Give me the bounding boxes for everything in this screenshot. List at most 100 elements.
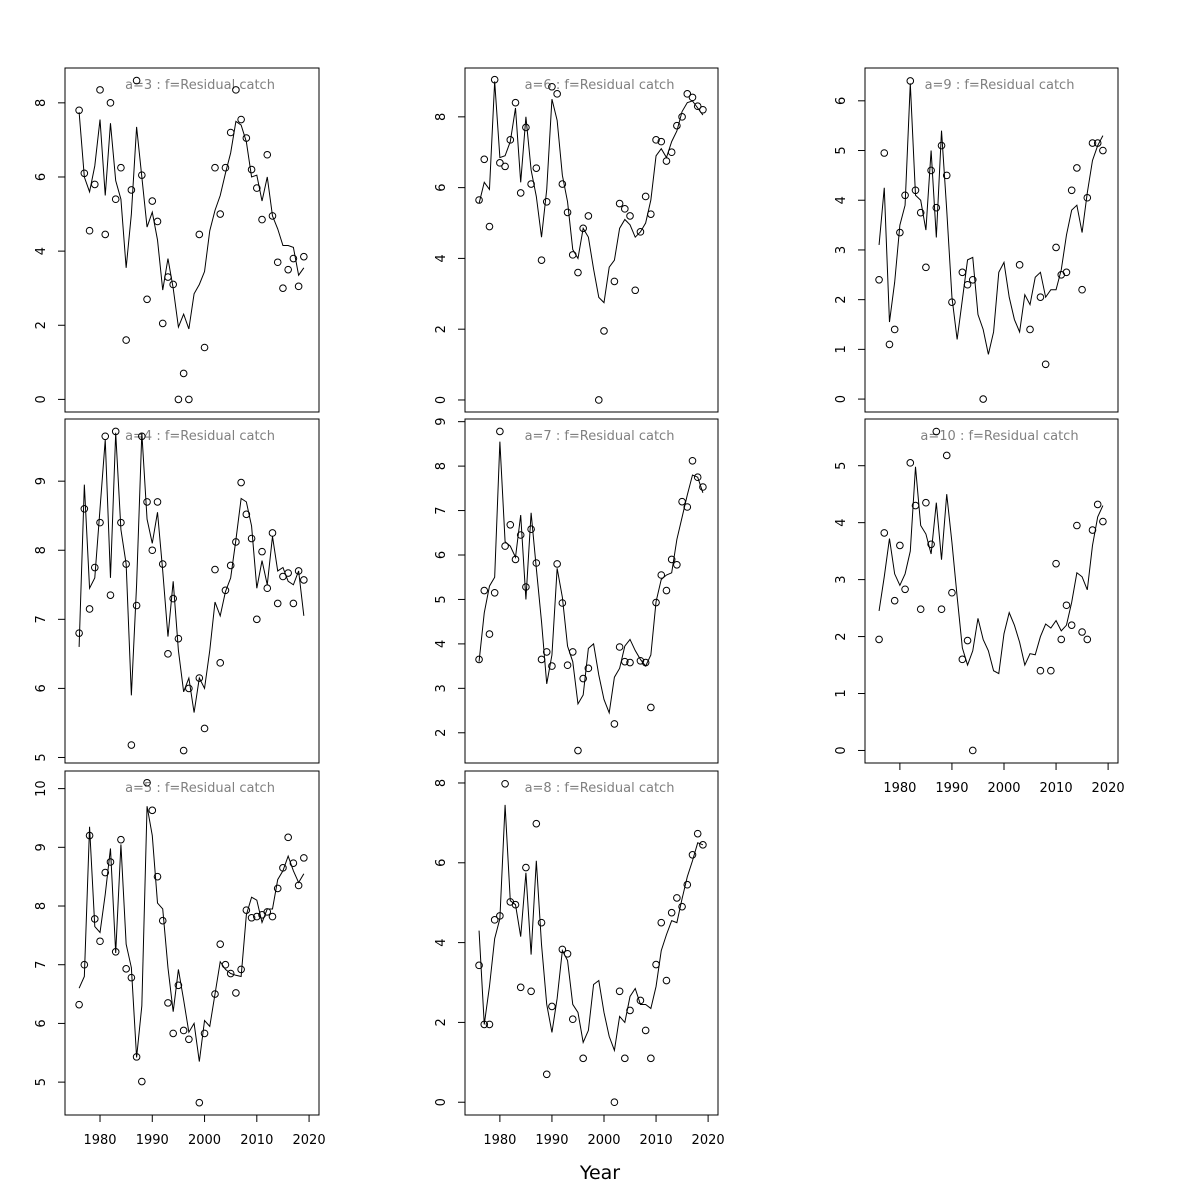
data-point [610,1098,619,1107]
plot-frame [464,418,719,764]
data-point [1067,621,1076,629]
panel: a=6 : f=Residual catch 0 2 4 6 8 [434,67,719,413]
panel-title: a=3 : f=Residual catch [125,78,275,93]
data-point [594,396,603,404]
data-point [516,189,525,197]
y-tick-label: 1 [834,689,849,697]
data-point [289,599,298,608]
data-point [242,510,251,519]
plot-frame [64,418,320,764]
data-point [506,136,515,144]
data-point [532,164,541,172]
data-point [527,525,535,534]
data-point [122,336,130,344]
y-tick-label: 6 [434,183,449,191]
data-point [906,459,915,467]
data-point [153,872,162,881]
fitted-line [878,83,1104,355]
y-tick-label: 6 [434,551,449,559]
data-point [96,518,104,527]
data-point [1073,521,1081,530]
data-point [185,684,193,693]
data-point [647,1054,655,1063]
y-tick-label: 4 [434,938,449,946]
data-point [237,478,245,487]
data-point [96,86,104,94]
x-tick-label: 2010 [240,1133,273,1148]
fitted-line [478,804,704,1053]
y-tick-label: 8 [34,902,49,910]
panel: a=9 : f=Residual catch 0 1 2 3 4 5 6 [834,67,1119,413]
data-point [480,155,489,164]
data-point [574,746,582,755]
data-point [673,121,681,130]
x-tick-label: 2010 [1040,781,1073,796]
data-point [1083,635,1092,644]
data-point [693,473,702,482]
data-point [117,835,125,844]
data-point [253,912,261,921]
panel: a=4 : f=Residual catch 5 6 7 8 9 [34,418,320,764]
data-point [963,636,972,645]
data-point [667,555,676,564]
data-point [200,1029,209,1038]
data-point [636,656,645,665]
data-point [164,650,172,658]
data-point [516,983,525,992]
data-point [158,916,167,925]
data-point [143,778,151,787]
data-point [885,340,894,349]
data-point [101,868,110,877]
data-point [890,325,899,334]
data-point [90,180,99,189]
y-tick-label: 0 [834,395,849,403]
data-point [475,655,483,664]
data-point [143,295,151,304]
plot-frame [864,418,1119,764]
data-point [647,703,655,712]
data-point [553,90,561,98]
y-tick-label: 7 [34,615,49,623]
data-point [579,674,587,683]
data-point [185,1035,193,1044]
data-point [922,498,930,507]
data-point [693,102,702,111]
y-tick-label: 2 [34,321,49,329]
y-tick-label: 2 [434,325,449,333]
data-point [584,212,593,220]
data-point [485,222,494,231]
data-point [106,591,115,599]
data-point [688,93,697,102]
y-tick-label: 5 [834,146,849,154]
data-point [937,605,946,614]
data-point [542,1070,551,1079]
data-point [657,137,666,146]
data-point [901,585,909,594]
data-point [579,224,587,233]
panel-title: a=10 : f=Residual catch [920,429,1078,444]
data-point [927,540,935,549]
data-point [85,605,94,613]
data-point [1057,635,1066,644]
data-point [636,228,645,236]
data-point [579,1054,587,1063]
x-axis-label: Year [579,1162,620,1184]
data-point [673,894,681,902]
data-point [626,212,634,220]
y-tick-label: 3 [834,575,849,583]
data-point [164,999,172,1007]
panel-title: a=9 : f=Residual catch [925,78,1075,93]
data-point [232,989,240,997]
y-tick-label: 2 [834,296,849,304]
data-point [548,1002,556,1011]
data-point [511,900,520,909]
data-point [169,1029,177,1038]
data-point [480,586,489,595]
data-point [693,829,702,838]
data-point [683,90,692,98]
data-point [542,197,551,206]
data-point [216,659,225,667]
data-point [101,432,110,441]
panel: a=7 : f=Residual catch 2 3 4 5 6 7 8 9 [434,418,719,764]
